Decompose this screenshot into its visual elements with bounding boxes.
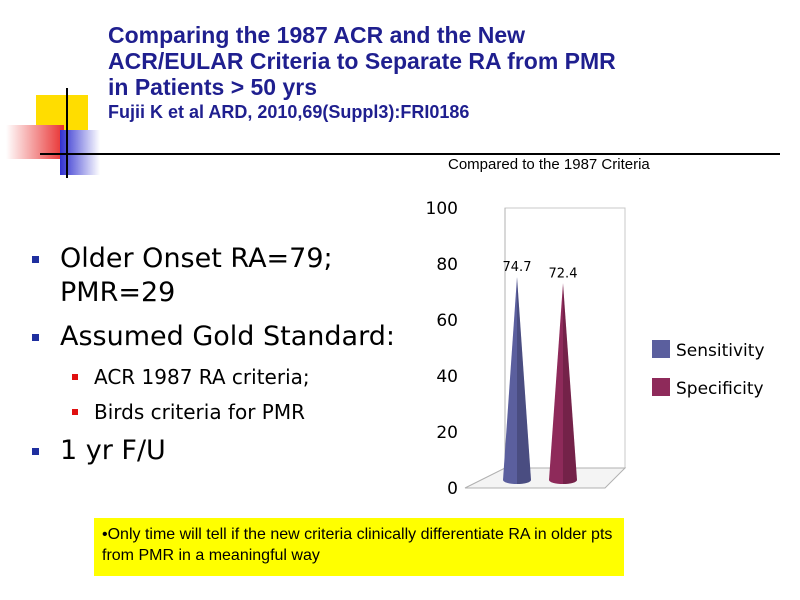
- decor-horizontal-line: [40, 153, 780, 155]
- title-line-2: ACR/EULAR Criteria to Separate RA from P…: [108, 48, 616, 74]
- y-tick-label: 60: [436, 311, 458, 331]
- y-tick-label: 0: [447, 479, 458, 499]
- citation: Fujii K et al ARD, 2010,69(Suppl3):FRI01…: [108, 102, 470, 122]
- y-tick-label: 100: [426, 200, 458, 219]
- bullet-followup: 1 yr F/U: [30, 434, 420, 468]
- cone-shade: [563, 283, 577, 484]
- chart-subtitle: Compared to the 1987 Criteria: [448, 156, 650, 173]
- cone-shade: [517, 276, 531, 484]
- decor-vertical-line: [66, 88, 68, 178]
- bullet-list: Older Onset RA=79; PMR=29 Assumed Gold S…: [30, 242, 420, 478]
- y-tick-label: 80: [436, 255, 458, 275]
- chart-frame: [464, 207, 627, 489]
- data-label-specificity: 72.4: [549, 266, 578, 281]
- data-label-sensitivity: 74.7: [503, 260, 532, 275]
- slide-title: Comparing the 1987 ACR and the New ACR/E…: [108, 22, 768, 124]
- sub-bullet-birds: Birds criteria for PMR: [30, 399, 420, 425]
- cone-chart: 0 20 40 60 80 100 74.7 72.4 Sensitivity Specifi…: [426, 200, 765, 499]
- title-line-1: Comparing the 1987 ACR and the New: [108, 22, 526, 48]
- title-line-3: in Patients > 50 yrs: [108, 74, 318, 100]
- legend-swatch-specificity: [652, 378, 670, 396]
- data-labels: 74.7 72.4: [503, 260, 578, 281]
- sub-bullet-acr: ACR 1987 RA criteria;: [30, 364, 420, 390]
- chart-floor: [464, 467, 627, 489]
- cone-specificity: [549, 283, 577, 484]
- bullet-onset: Older Onset RA=79; PMR=29: [30, 242, 420, 310]
- bullet-gold-standard: Assumed Gold Standard:: [30, 320, 420, 354]
- chart-cones: [503, 276, 577, 484]
- y-tick-label: 40: [436, 367, 458, 387]
- legend-label-sensitivity: Sensitivity: [676, 341, 765, 361]
- chart-legend: Sensitivity Specificity: [652, 340, 765, 399]
- legend-swatch-sensitivity: [652, 340, 670, 358]
- note-box: •Only time will tell if the new criteria…: [94, 518, 624, 576]
- cone-sensitivity: [503, 276, 531, 484]
- y-tick-label: 20: [436, 423, 458, 443]
- y-axis-ticks: 0 20 40 60 80 100: [426, 200, 458, 499]
- legend-label-specificity: Specificity: [676, 379, 764, 399]
